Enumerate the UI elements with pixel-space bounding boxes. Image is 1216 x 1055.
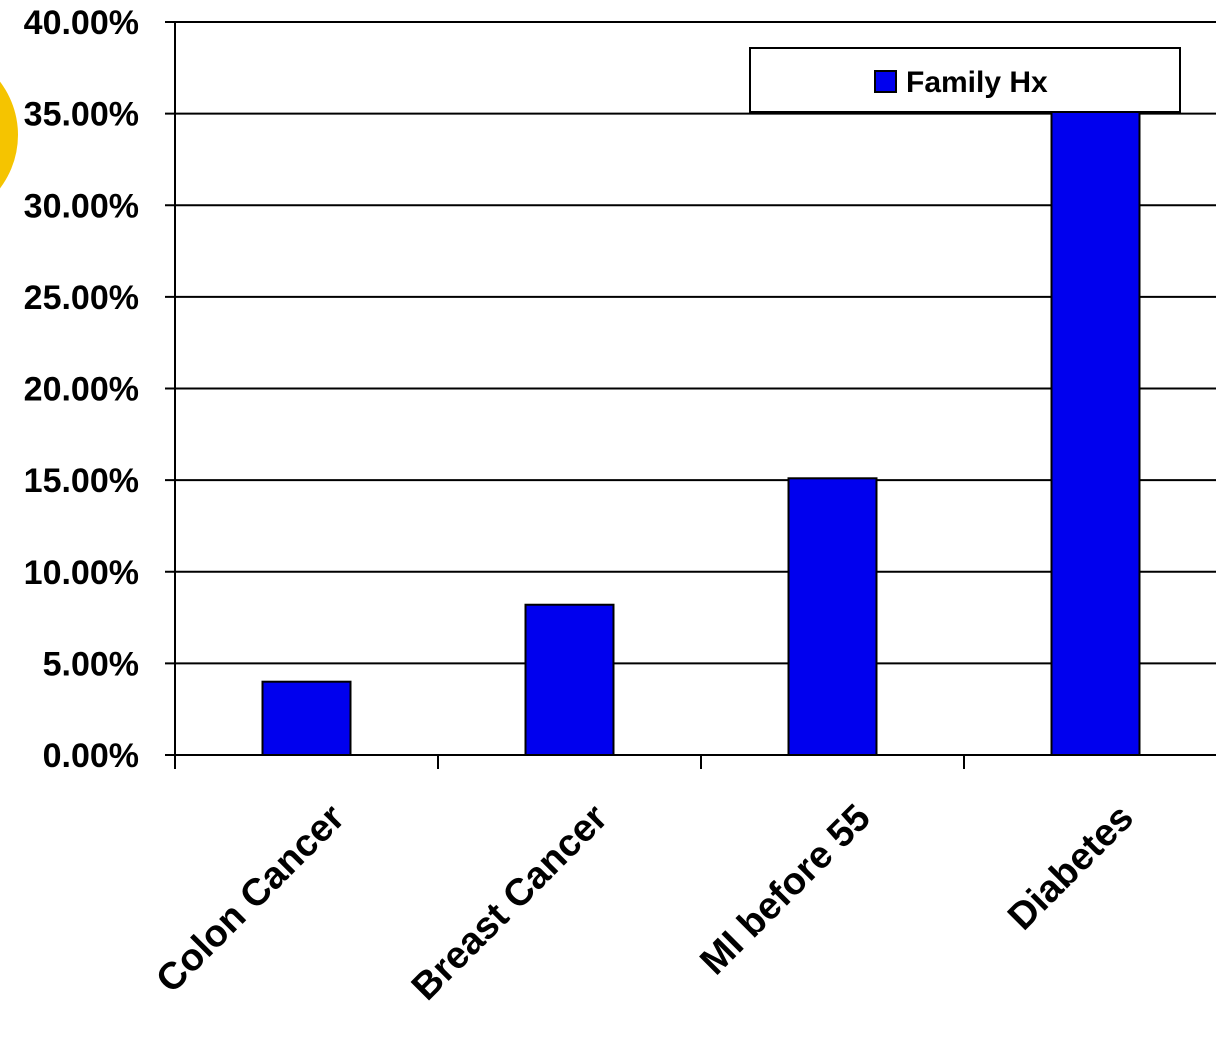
x-category-label: Colon Cancer	[148, 797, 353, 1002]
x-category-label: MI before 55	[692, 797, 878, 983]
y-tick-label: 25.00%	[24, 279, 139, 317]
legend-swatch	[874, 70, 897, 93]
x-category-label: Diabetes	[1000, 797, 1142, 939]
x-category-labels: Colon Cancer Breast Cancer MI before 55 Dia…	[148, 797, 1141, 1009]
bar-colon-cancer	[261, 680, 352, 757]
y-tick-label: 0.00%	[43, 737, 139, 775]
legend-label: Family Hx	[906, 66, 1048, 99]
y-tick-label: 20.00%	[24, 371, 139, 409]
y-tick-labels: 0.00% 5.00% 10.00% 15.00% 20.00% 25.00% 30.00%…	[24, 4, 139, 775]
x-category-label: Breast Cancer	[404, 797, 616, 1009]
y-tick-label: 35.00%	[24, 96, 139, 134]
y-tick-label: 5.00%	[43, 645, 139, 683]
y-tick-label: 10.00%	[24, 554, 139, 592]
gridlines	[175, 21, 1216, 665]
bars	[261, 101, 1141, 757]
y-tick-label: 15.00%	[24, 462, 139, 500]
axes	[165, 21, 1216, 769]
y-tick-label: 40.00%	[24, 4, 139, 42]
legend: Family Hx	[749, 47, 1181, 113]
bar-breast-cancer	[524, 603, 615, 756]
bar-diabetes	[1050, 101, 1141, 756]
decorative-circle	[0, 81, 18, 189]
y-tick-label: 30.00%	[24, 187, 139, 225]
legend-box	[749, 47, 1181, 113]
bar-mi-before-55	[787, 477, 878, 756]
